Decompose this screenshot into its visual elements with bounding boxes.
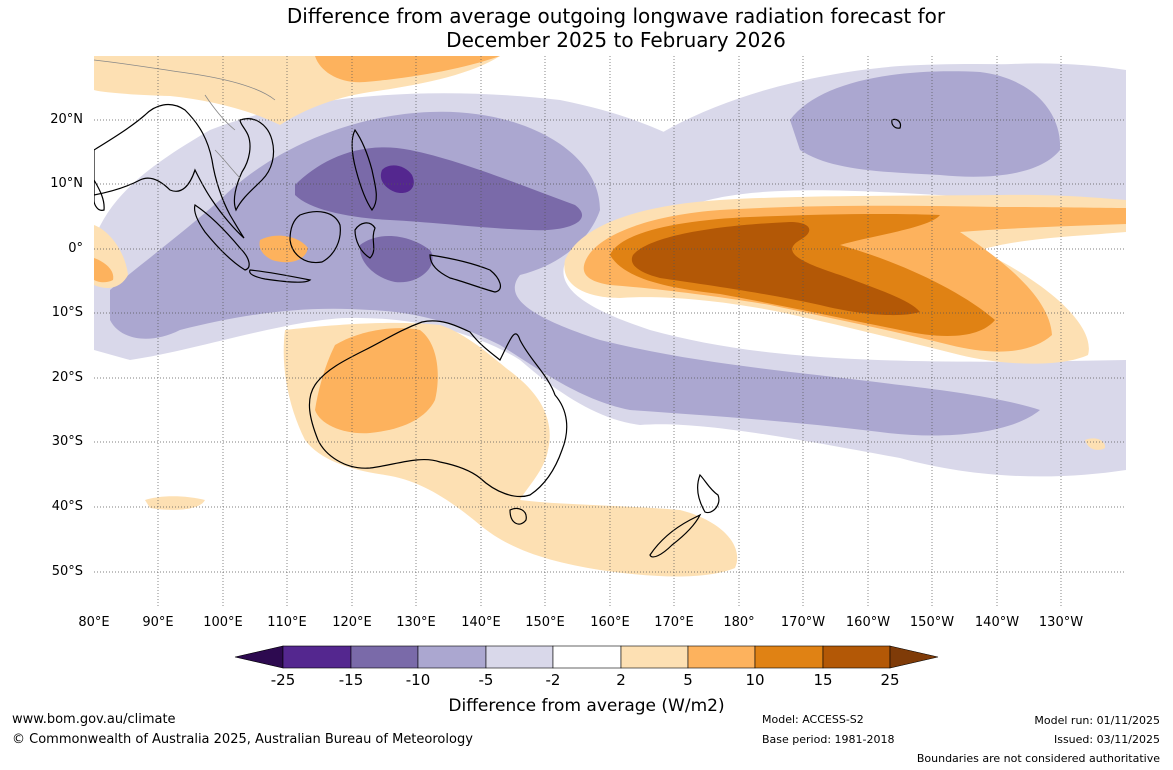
borneo-coastline [289,211,341,264]
anomaly-field [94,56,1126,606]
colorbar-tick-3: -5 [478,671,494,689]
copyright-text: © Commonwealth of Australia 2025, Austra… [12,732,473,747]
lat-label-0: 0° [68,241,83,256]
boundaries-disclaimer: Boundaries are not considered authoritat… [916,752,1160,765]
colorbar-bin-4 [485,645,554,669]
tasmania-coastline [509,507,527,525]
anomaly-region-light-orange-island [1085,438,1106,450]
lon-label-110e: 110°E [267,615,307,630]
lat-label-10n: 10°N [50,176,83,191]
lon-label-160w: 160°W [845,615,891,630]
australia-coastline [308,320,568,498]
anomaly-region-mid-purple-east [790,71,1061,177]
lat-label-30s: 30°S [51,434,83,449]
lon-label-140w: 140°W [974,615,1020,630]
colorbar-tick-2: -10 [405,671,431,689]
philippines-coastline [351,128,377,212]
lat-label-40s: 40°S [51,499,83,514]
colorbar-title: Difference from average (W/m2) [448,696,725,716]
colorbar-bin-6 [620,645,689,669]
colorbar-tick-6: 5 [683,671,693,689]
colorbar-extend-low [234,645,284,669]
colorbar-bin-5 [552,645,622,669]
colorbar-bin-9 [822,645,891,669]
chart-title: Difference from average outgoing longwav… [0,4,1173,52]
colorbar-bin-1 [282,645,352,669]
lat-label-20n: 20°N [50,112,83,127]
colorbar-bin-7 [687,645,756,669]
anomaly-region-deepest-purple [380,165,414,194]
anomaly-region-mid-orange-north [315,56,500,83]
base-period: Base period: 1981-2018 [762,733,895,746]
hawaii-coastline [891,118,902,129]
lon-label-80e: 80°E [78,615,110,630]
indochina-coastline [233,118,275,212]
new-zealand-north-coastline [696,473,720,514]
title-line-1: Difference from average outgoing longwav… [286,4,946,28]
lon-label-130w: 130°W [1038,615,1084,630]
lat-label-10s: 10°S [51,305,83,320]
anomaly-region-dark-purple [295,147,583,231]
lon-label-120e: 120°E [332,615,372,630]
anomaly-region-dark-purple-south [359,235,433,283]
anomaly-region-light-orange-patch [145,496,205,510]
lon-label-180: 180° [723,615,755,630]
lon-label-170e: 170°E [654,615,694,630]
sumatra-coastline [193,204,250,271]
issued-date: Issued: 03/11/2025 [1053,733,1160,746]
lon-label-90e: 90°E [142,615,174,630]
colorbar [234,645,939,669]
colorbar-tick-7: 10 [745,671,765,689]
lat-label-50s: 50°S [51,564,83,579]
lon-label-100e: 100°E [203,615,243,630]
lon-label-130e: 130°E [396,615,436,630]
colorbar-bin-3 [417,645,487,669]
colorbar-tick-4: -2 [545,671,561,689]
colorbar-bin-8 [754,645,824,669]
colorbar-tick-1: -15 [338,671,364,689]
new-zealand-south-coastline [649,513,702,558]
colorbar-tick-5: 2 [616,671,626,689]
anomaly-region-mid-orange-australia [315,328,438,434]
indochina-borders [204,94,241,179]
graticule [94,56,1126,606]
lon-label-140e: 140°E [461,615,501,630]
asia-mainland-coastline [94,103,245,239]
model-name: Model: ACCESS-S2 [762,713,864,726]
lon-label-150e: 150°E [525,615,565,630]
anomaly-region-deepest-orange [631,222,920,316]
colorbar-tick-8: 15 [813,671,833,689]
colorbar-tick-0: -25 [270,671,296,689]
country-boundaries [94,59,276,179]
anomaly-region-mid-orange-west [94,258,114,283]
java-coastline [249,269,312,283]
china-border [94,59,276,101]
colorbar-extend-high [889,645,939,669]
lon-label-160e: 160°E [590,615,630,630]
india-tip-coastline [94,178,105,211]
colorbar-tick-9: 25 [880,671,900,689]
website-link[interactable]: www.bom.gov.au/climate [12,712,176,727]
coastlines [94,103,902,558]
lat-label-20s: 20°S [51,370,83,385]
lon-label-150w: 150°W [909,615,955,630]
sulawesi-coastline [354,222,376,259]
new-guinea-coastline [429,254,502,293]
title-line-2: December 2025 to February 2026 [446,28,786,52]
colorbar-bin-2 [350,645,419,669]
model-run-date: Model run: 01/11/2025 [1034,714,1160,727]
lon-label-170w: 170°W [780,615,826,630]
